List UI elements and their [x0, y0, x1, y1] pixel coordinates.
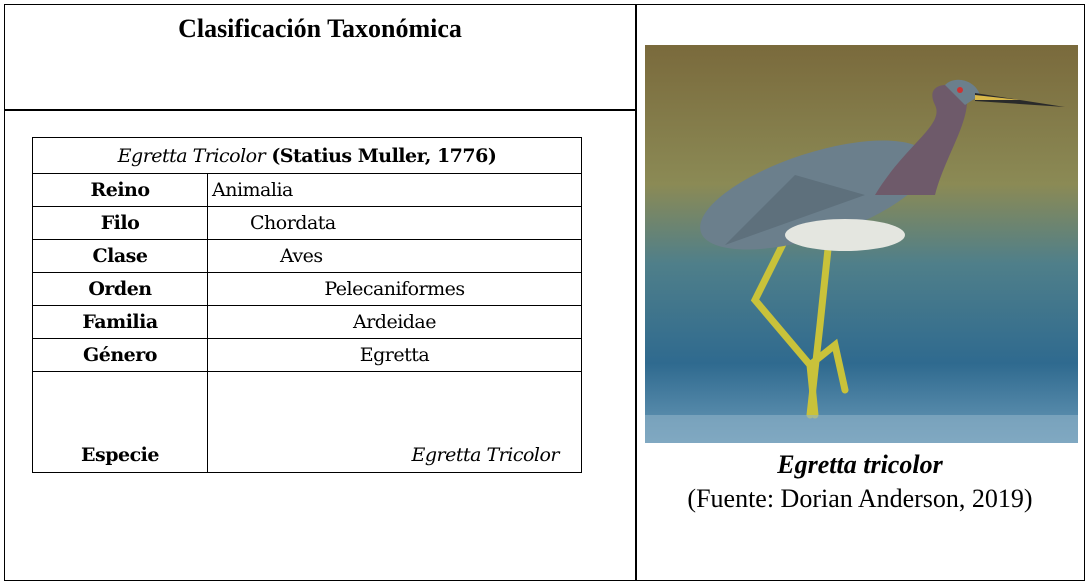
species: Egretta Tricolor	[117, 144, 266, 167]
row: Género Egretta	[32, 338, 582, 372]
row: Especie Egretta Tricolor	[32, 371, 582, 473]
taxon: Egretta	[207, 338, 582, 372]
taxonomy-table: Egretta Tricolor (Statius Muller, 1776) …	[32, 137, 582, 473]
header-row: Egretta Tricolor (Statius Muller, 1776)	[32, 137, 582, 174]
row: Reino Animalia	[32, 173, 582, 207]
heron-photo	[645, 45, 1078, 443]
taxon: Ardeidae	[207, 305, 582, 339]
row: Orden Pelecaniformes	[32, 272, 582, 306]
taxon: Aves	[207, 239, 582, 273]
figure-caption: Egretta tricolor	[777, 450, 943, 479]
row: Familia Ardeidae	[32, 305, 582, 339]
taxon: Chordata	[207, 206, 582, 240]
rank: Especie	[32, 371, 208, 473]
row: Clase Aves	[32, 239, 582, 273]
taxon: Pelecaniformes	[207, 272, 582, 306]
title: Clasificación Taxonómica	[178, 14, 462, 43]
rank: Familia	[32, 305, 208, 339]
figure-source: (Fuente: Dorian Anderson, 2019)	[687, 484, 1033, 513]
author: (Statius Muller, 1776)	[271, 144, 497, 167]
rank: Orden	[32, 272, 208, 306]
rank: Filo	[32, 206, 208, 240]
taxon: Egretta Tricolor	[207, 371, 582, 473]
taxon: Animalia	[207, 173, 582, 207]
rank: Género	[32, 338, 208, 372]
header-cell: Egretta Tricolor (Statius Muller, 1776)	[32, 137, 582, 174]
table-cell	[4, 109, 637, 581]
rank: Clase	[32, 239, 208, 273]
image-cell	[635, 4, 1085, 581]
rank: Reino	[32, 173, 208, 207]
title-cell	[4, 4, 637, 111]
row: Filo Chordata	[32, 206, 582, 240]
